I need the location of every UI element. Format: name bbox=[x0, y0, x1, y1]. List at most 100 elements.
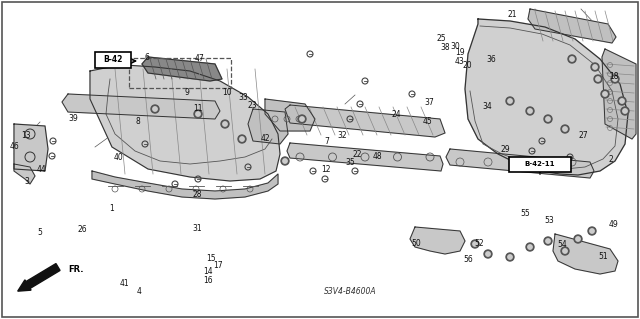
Text: 14: 14 bbox=[203, 267, 213, 276]
Text: 51: 51 bbox=[598, 252, 608, 261]
Circle shape bbox=[546, 239, 550, 243]
Circle shape bbox=[574, 235, 582, 243]
Text: 35: 35 bbox=[346, 158, 356, 167]
Text: 31: 31 bbox=[192, 224, 202, 233]
Polygon shape bbox=[465, 19, 628, 175]
Polygon shape bbox=[410, 227, 465, 254]
Polygon shape bbox=[446, 149, 594, 178]
Circle shape bbox=[298, 115, 306, 123]
Circle shape bbox=[596, 77, 600, 81]
Text: 37: 37 bbox=[424, 98, 434, 107]
Text: 44: 44 bbox=[36, 165, 47, 174]
Text: 48: 48 bbox=[372, 152, 383, 161]
Text: 43: 43 bbox=[454, 57, 465, 66]
Polygon shape bbox=[553, 234, 618, 274]
Polygon shape bbox=[62, 94, 220, 119]
Polygon shape bbox=[92, 171, 278, 199]
FancyBboxPatch shape bbox=[95, 52, 131, 68]
Circle shape bbox=[591, 63, 599, 71]
Text: 50: 50 bbox=[411, 239, 421, 248]
Circle shape bbox=[221, 120, 229, 128]
Text: FR.: FR. bbox=[68, 264, 83, 273]
Circle shape bbox=[544, 237, 552, 245]
Circle shape bbox=[563, 249, 567, 253]
Circle shape bbox=[240, 137, 244, 141]
Circle shape bbox=[471, 240, 479, 248]
Text: 6: 6 bbox=[145, 53, 150, 62]
Text: 52: 52 bbox=[474, 239, 484, 248]
Circle shape bbox=[611, 75, 619, 83]
Circle shape bbox=[223, 122, 227, 126]
Polygon shape bbox=[602, 49, 636, 139]
Text: 42: 42 bbox=[260, 134, 271, 143]
Text: 55: 55 bbox=[520, 209, 530, 218]
Text: 22: 22 bbox=[353, 150, 362, 159]
Text: 12: 12 bbox=[322, 165, 331, 174]
Circle shape bbox=[603, 92, 607, 96]
FancyArrow shape bbox=[18, 263, 60, 291]
Text: 2: 2 bbox=[609, 155, 614, 164]
Polygon shape bbox=[528, 9, 616, 43]
Text: 18: 18 bbox=[610, 72, 619, 81]
Text: 53: 53 bbox=[544, 216, 554, 225]
Text: 21: 21 bbox=[508, 10, 516, 19]
FancyBboxPatch shape bbox=[509, 157, 571, 172]
Text: 19: 19 bbox=[454, 48, 465, 57]
Text: B-42: B-42 bbox=[103, 56, 123, 64]
Circle shape bbox=[621, 107, 629, 115]
Circle shape bbox=[594, 75, 602, 83]
Text: 9: 9 bbox=[184, 88, 189, 97]
Text: 49: 49 bbox=[608, 220, 618, 229]
Text: 56: 56 bbox=[463, 256, 474, 264]
Text: 28: 28 bbox=[193, 190, 202, 199]
Text: 4: 4 bbox=[137, 287, 142, 296]
Circle shape bbox=[153, 107, 157, 111]
Circle shape bbox=[486, 252, 490, 256]
Text: 7: 7 bbox=[324, 137, 329, 146]
Text: 23: 23 bbox=[248, 101, 258, 110]
Circle shape bbox=[528, 109, 532, 113]
Text: 5: 5 bbox=[37, 228, 42, 237]
Circle shape bbox=[546, 117, 550, 121]
Polygon shape bbox=[14, 164, 35, 184]
Circle shape bbox=[151, 105, 159, 113]
Text: 16: 16 bbox=[203, 276, 213, 285]
Circle shape bbox=[528, 245, 532, 249]
Text: 20: 20 bbox=[462, 61, 472, 70]
Polygon shape bbox=[142, 57, 222, 81]
Text: 38: 38 bbox=[440, 43, 450, 52]
Text: 24: 24 bbox=[392, 110, 402, 119]
Text: 32: 32 bbox=[337, 131, 348, 140]
Text: 45: 45 bbox=[422, 117, 433, 126]
Circle shape bbox=[508, 99, 512, 103]
Circle shape bbox=[613, 77, 617, 81]
Text: 30: 30 bbox=[451, 42, 461, 51]
Polygon shape bbox=[265, 99, 315, 131]
Text: 54: 54 bbox=[557, 241, 567, 249]
Text: 40: 40 bbox=[113, 153, 124, 162]
Text: S3V4-B4600A: S3V4-B4600A bbox=[324, 286, 376, 295]
Text: 25: 25 bbox=[436, 34, 447, 43]
Circle shape bbox=[508, 255, 512, 259]
Polygon shape bbox=[90, 65, 280, 181]
Circle shape bbox=[590, 229, 594, 233]
Text: 10: 10 bbox=[222, 88, 232, 97]
Text: 36: 36 bbox=[486, 55, 497, 63]
Text: 1: 1 bbox=[109, 204, 115, 213]
Text: 3: 3 bbox=[24, 177, 29, 186]
Text: B-42-11: B-42-11 bbox=[525, 161, 556, 167]
Text: 47: 47 bbox=[195, 54, 205, 63]
Text: 26: 26 bbox=[77, 225, 87, 234]
Circle shape bbox=[194, 110, 202, 118]
Circle shape bbox=[283, 159, 287, 163]
Text: 15: 15 bbox=[206, 254, 216, 263]
Circle shape bbox=[544, 115, 552, 123]
Text: 27: 27 bbox=[579, 131, 589, 140]
Polygon shape bbox=[248, 109, 288, 144]
Circle shape bbox=[618, 97, 626, 105]
Circle shape bbox=[300, 117, 304, 121]
Polygon shape bbox=[14, 124, 48, 171]
Polygon shape bbox=[285, 105, 445, 137]
Circle shape bbox=[196, 112, 200, 116]
Circle shape bbox=[506, 97, 514, 105]
